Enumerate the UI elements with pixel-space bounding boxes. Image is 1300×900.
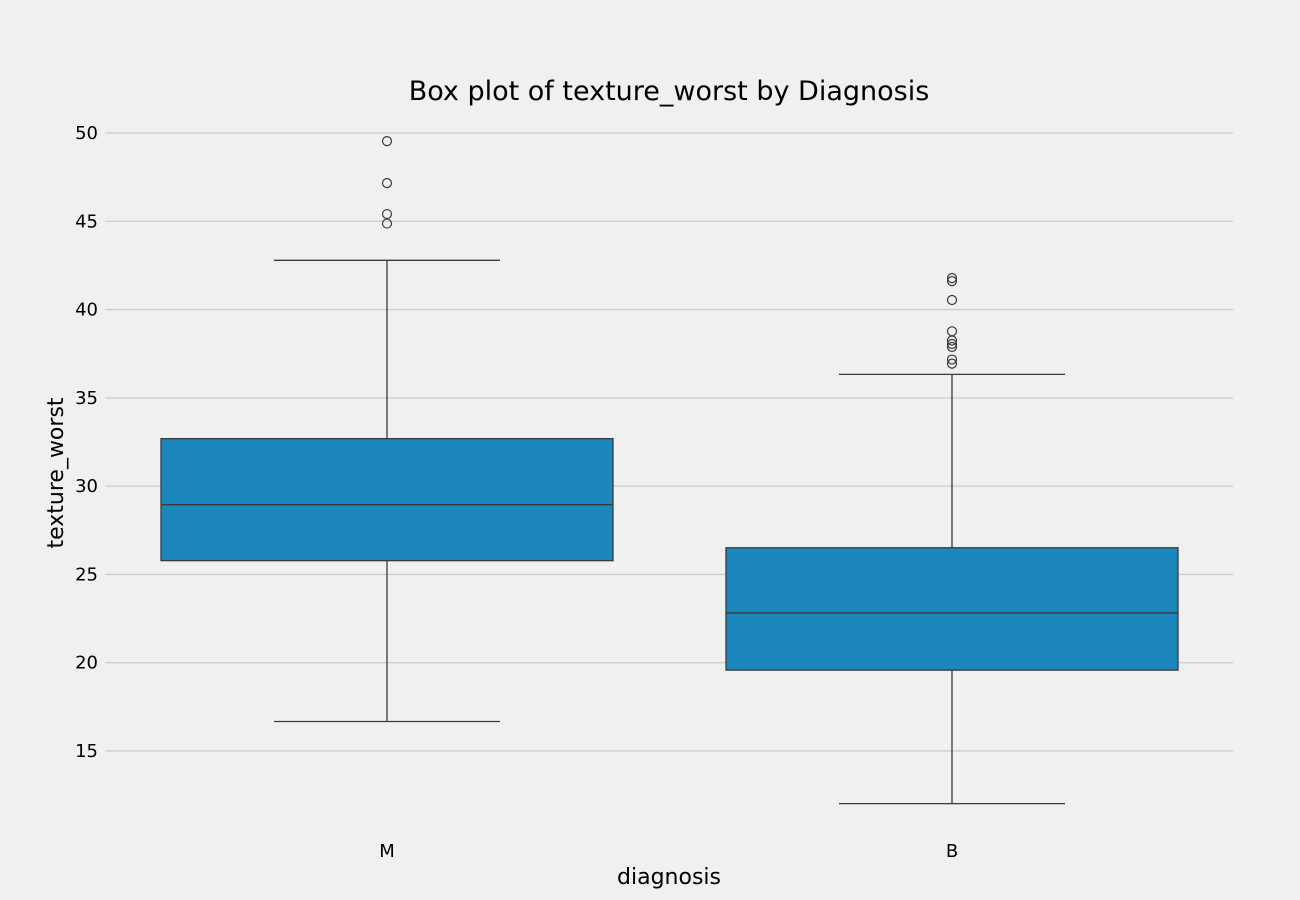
y-axis-ticks: 15 20 25 30 35 40 45 50 (75, 123, 98, 762)
y-axis-label: texture_worst (44, 397, 69, 548)
y-tick-label: 40 (75, 300, 98, 321)
outlier-point (946, 294, 958, 306)
y-tick-label: 20 (75, 653, 98, 674)
outlier-point (946, 273, 958, 284)
box-group (725, 273, 1179, 805)
x-axis-label: diagnosis (617, 865, 721, 890)
x-tick-label: M (379, 841, 395, 862)
outlier-point (946, 358, 958, 369)
outlier-point (946, 326, 958, 337)
outlier-point (946, 338, 958, 350)
outlier-point (946, 341, 958, 353)
outlier-point (381, 208, 393, 220)
y-tick-label: 45 (75, 211, 98, 232)
outlier-point (946, 354, 958, 365)
box-iqr (160, 437, 614, 562)
x-tick-label: B (946, 841, 958, 862)
outlier-point (381, 136, 393, 147)
chart-title: Box plot of texture_worst by Diagnosis (409, 76, 930, 107)
y-tick-label: 50 (75, 123, 98, 144)
box-group (160, 136, 614, 723)
outlier-point (381, 178, 393, 189)
y-tick-label: 15 (75, 741, 98, 762)
y-tick-label: 30 (75, 476, 98, 497)
boxes (160, 136, 1179, 805)
y-tick-label: 35 (75, 388, 98, 409)
box-iqr (725, 547, 1179, 671)
y-tick-label: 25 (75, 564, 98, 585)
outlier-point (946, 276, 958, 287)
